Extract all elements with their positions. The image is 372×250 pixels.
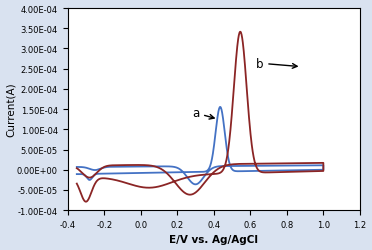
Text: a: a — [192, 107, 214, 120]
Text: b: b — [256, 58, 297, 70]
X-axis label: E/V vs. Ag/AgCl: E/V vs. Ag/AgCl — [169, 234, 258, 244]
Y-axis label: Current(A): Current(A) — [6, 82, 16, 137]
